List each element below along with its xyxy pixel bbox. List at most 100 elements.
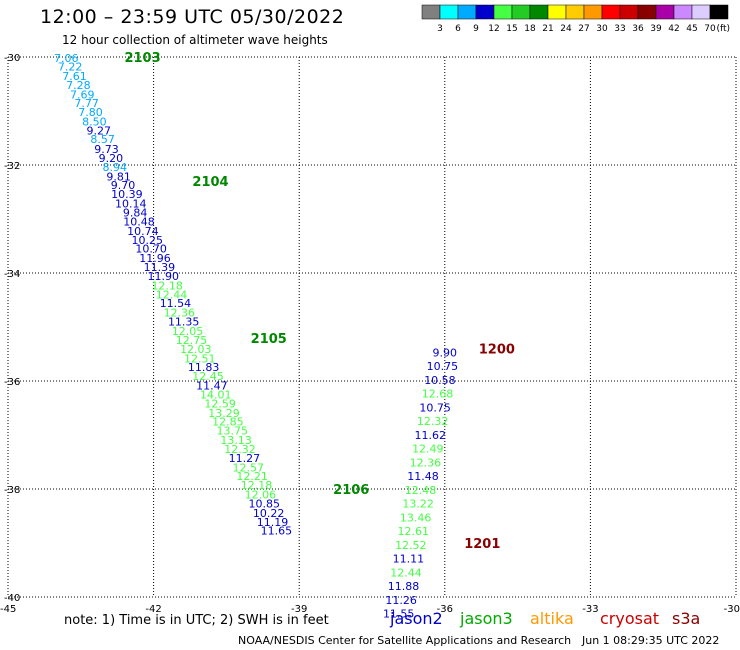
x-tick-label: -36 [437, 604, 453, 615]
x-tick-label: -30 [724, 604, 740, 615]
color-scale-unit: (ft) [716, 24, 730, 34]
wave-height-value: 10.22 [253, 507, 285, 520]
color-scale-label: 39 [650, 24, 662, 34]
wave-height-value: 13.46 [400, 512, 432, 525]
y-tick-label: -32 [4, 161, 20, 172]
wave-height-value: 10.14 [115, 197, 147, 210]
color-swatch [475, 4, 495, 20]
wave-height-value: 12.36 [164, 306, 196, 319]
wave-height-value: 12.61 [398, 525, 430, 538]
satellite-legend-altika: altika [530, 609, 574, 628]
wave-height-value: 10.48 [123, 216, 155, 229]
wave-height-value: 12.32 [417, 415, 449, 428]
wave-height-value: 12.45 [192, 370, 224, 383]
wave-height-value: 12.51 [184, 352, 216, 365]
footnote: note: 1) Time is in UTC; 2) SWH is in fe… [64, 613, 329, 628]
time-label: 1200 [479, 343, 515, 358]
wave-height-value: 12.03 [180, 343, 212, 356]
wave-height-value: 11.55 [383, 608, 415, 621]
y-tick-label: -36 [4, 377, 20, 388]
color-scale-label: 15 [506, 24, 517, 34]
wave-height-value: 12.44 [156, 289, 188, 302]
wave-height-value: 13.13 [220, 434, 252, 447]
color-scale-label: 12 [488, 24, 499, 34]
wave-height-value: 10.75 [419, 401, 451, 414]
wave-height-value: 12.06 [245, 488, 277, 501]
wave-height-value: 12.36 [410, 457, 442, 470]
satellite-legend-cryosat: cryosat [600, 609, 660, 628]
wave-height-value: 11.90 [148, 270, 180, 283]
wave-height-value: 10.25 [132, 234, 164, 247]
x-tick-label: -33 [582, 604, 598, 615]
wave-height-value: 12.59 [204, 398, 236, 411]
wave-height-value: 9.84 [123, 207, 148, 220]
wave-height-value: 10.74 [127, 225, 159, 238]
color-swatch [457, 4, 477, 20]
wave-height-value: 11.35 [168, 316, 200, 329]
color-scale-label: 42 [668, 24, 679, 34]
wave-height-value: 11.48 [407, 470, 439, 483]
wave-height-value: 11.26 [385, 594, 417, 607]
wave-height-value: 12.05 [172, 325, 204, 338]
wave-height-value: 8.50 [82, 115, 107, 128]
y-tick-label: -34 [4, 269, 20, 280]
y-tick-label: -38 [4, 485, 20, 496]
time-label: 2104 [192, 175, 228, 190]
wave-height-value: 12.57 [232, 461, 264, 474]
wave-height-value: 8.94 [103, 161, 128, 174]
wave-height-value: 7.06 [54, 52, 79, 65]
color-swatch [637, 4, 657, 20]
wave-height-value: 10.75 [427, 360, 459, 373]
satellite-legend-jason3: jason3 [460, 609, 513, 628]
wave-height-value: 11.39 [144, 261, 176, 274]
wave-height-value: 11.19 [257, 516, 289, 529]
y-tick-label: -40 [4, 593, 20, 604]
wave-height-value: 12.44 [390, 567, 422, 580]
wave-height-value: 7.80 [78, 106, 103, 119]
color-scale-label: 36 [632, 24, 644, 34]
wave-height-value: 9.70 [111, 179, 136, 192]
color-swatch [511, 4, 531, 20]
wave-height-value: 12.49 [412, 443, 444, 456]
wave-height-value: 9.90 [433, 346, 458, 359]
color-scale-label: 33 [614, 24, 625, 34]
wave-height-value: 7.22 [58, 61, 83, 74]
wave-height-value: 11.62 [414, 429, 446, 442]
wave-height-value: 7.77 [74, 97, 99, 110]
wave-height-value: 11.65 [261, 525, 293, 538]
wave-height-value: 10.70 [135, 243, 167, 256]
satellite-legend-s3a: s3a [672, 609, 701, 628]
color-swatch [709, 4, 729, 20]
color-swatch [583, 4, 603, 20]
color-swatch [529, 4, 549, 20]
x-tick-label: -39 [291, 604, 307, 615]
x-tick-label: -45 [0, 604, 16, 615]
color-swatch [439, 4, 459, 20]
chart-subtitle: 12 hour collection of altimeter wave hei… [62, 33, 328, 47]
wave-height-value: 12.21 [236, 470, 268, 483]
color-swatch [547, 4, 567, 20]
wave-height-value: 7.28 [66, 79, 91, 92]
wave-height-value: 13.29 [208, 407, 240, 420]
wave-height-value: 7.69 [70, 88, 95, 101]
color-swatch [601, 4, 621, 20]
satellite-legend-jason2: jason2 [390, 609, 443, 628]
wave-height-value: 11.47 [196, 379, 228, 392]
color-scale-bar: 3 6 9 12 15 18 21 24 27 30 33 36 39 42 45 70 (ft) [421, 4, 730, 34]
wave-height-value: 12.18 [151, 279, 183, 292]
color-scale-label: 45 [686, 24, 697, 34]
credit-line: NOAA/NESDIS Center for Satellite Applica… [238, 634, 572, 647]
wave-height-value: 9.20 [99, 152, 124, 165]
wave-height-points: 7.067.227.617.287.697.777.808.509.278.57… [54, 52, 458, 621]
wave-height-value: 7.61 [62, 70, 87, 83]
color-scale-label: 27 [578, 24, 589, 34]
wave-height-value: 11.83 [188, 361, 220, 374]
chart-title: 12:00 – 23:59 UTC 05/30/2022 [40, 6, 345, 28]
generated-timestamp: Jun 1 08:29:35 UTC 2022 [582, 634, 720, 647]
color-scale-label: 70 [704, 24, 716, 34]
time-label: 2106 [333, 483, 369, 498]
color-swatch [421, 4, 441, 20]
axis-tick-labels: -45 -42 -39 -36 -33 -30 -30 -32 -34 -36 -38 -40 [0, 53, 740, 615]
wave-height-value: 12.18 [241, 479, 273, 492]
